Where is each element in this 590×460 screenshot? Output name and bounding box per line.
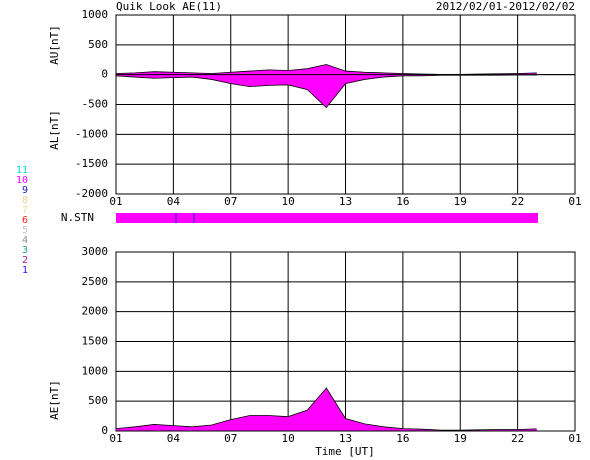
x-tick-label: 19 (454, 195, 467, 208)
station-level: 1 (22, 265, 28, 276)
x-tick-label: 04 (167, 432, 181, 445)
y-tick-label: -500 (82, 98, 109, 111)
x-tick-label: 07 (224, 195, 237, 208)
y-tick-label: -1000 (75, 127, 108, 140)
y-tick-label: 1500 (82, 335, 109, 348)
area-outline (115, 74, 537, 109)
station-level: 8 (22, 195, 28, 206)
y-tick-label: 1000 (82, 364, 109, 377)
y-tick-label: 2500 (82, 275, 109, 288)
x-tick-label: 22 (511, 432, 524, 445)
area (116, 74, 537, 108)
y-tick-label: 0 (101, 68, 108, 81)
y-tick-label: 1000 (82, 8, 109, 21)
y-tick-label: 3000 (82, 245, 109, 258)
station-level: 4 (22, 235, 28, 246)
y-tick-label: -2000 (75, 187, 108, 200)
station-level: 2 (22, 255, 28, 266)
station-level: 10 (16, 175, 28, 186)
x-tick-label: 10 (282, 195, 295, 208)
x-tick-label: 13 (339, 195, 352, 208)
area-outline (115, 387, 537, 431)
x-tick-label: 10 (282, 432, 295, 445)
y-axis-label: AL[nT] (48, 110, 61, 150)
station-label: N.STN (61, 211, 94, 224)
station-level: 5 (22, 225, 28, 236)
area (116, 64, 537, 75)
x-tick-label: 01 (109, 432, 122, 445)
x-tick-label: 01 (568, 195, 581, 208)
x-tick-label: 04 (167, 195, 181, 208)
station-level: 11 (16, 165, 28, 176)
x-tick-label: 07 (224, 432, 237, 445)
x-tick-label: 16 (396, 432, 409, 445)
y-axis-label: AU[nT] (48, 25, 61, 65)
y-axis-label: AE[nT] (48, 380, 61, 420)
x-tick-label: 13 (339, 432, 352, 445)
y-tick-label: 0 (101, 424, 108, 437)
station-bar (116, 213, 538, 223)
y-tick-label: -1500 (75, 157, 108, 170)
date-range: 2012/02/01-2012/02/02 (436, 0, 575, 13)
x-axis-label: Time [UT] (315, 445, 375, 458)
x-tick-label: 01 (109, 195, 122, 208)
station-level: 6 (22, 215, 28, 226)
x-tick-label: 01 (568, 432, 581, 445)
x-tick-label: 19 (454, 432, 467, 445)
x-tick-label: 16 (396, 195, 409, 208)
y-tick-label: 500 (88, 394, 108, 407)
y-tick-label: 500 (88, 38, 108, 51)
x-tick-label: 22 (511, 195, 524, 208)
chart-title: Quik Look AE(11) (116, 0, 222, 13)
y-tick-label: 2000 (82, 305, 109, 318)
station-level: 3 (22, 245, 28, 256)
area (116, 388, 537, 431)
station-level: 7 (22, 205, 28, 216)
station-level: 9 (22, 185, 28, 196)
